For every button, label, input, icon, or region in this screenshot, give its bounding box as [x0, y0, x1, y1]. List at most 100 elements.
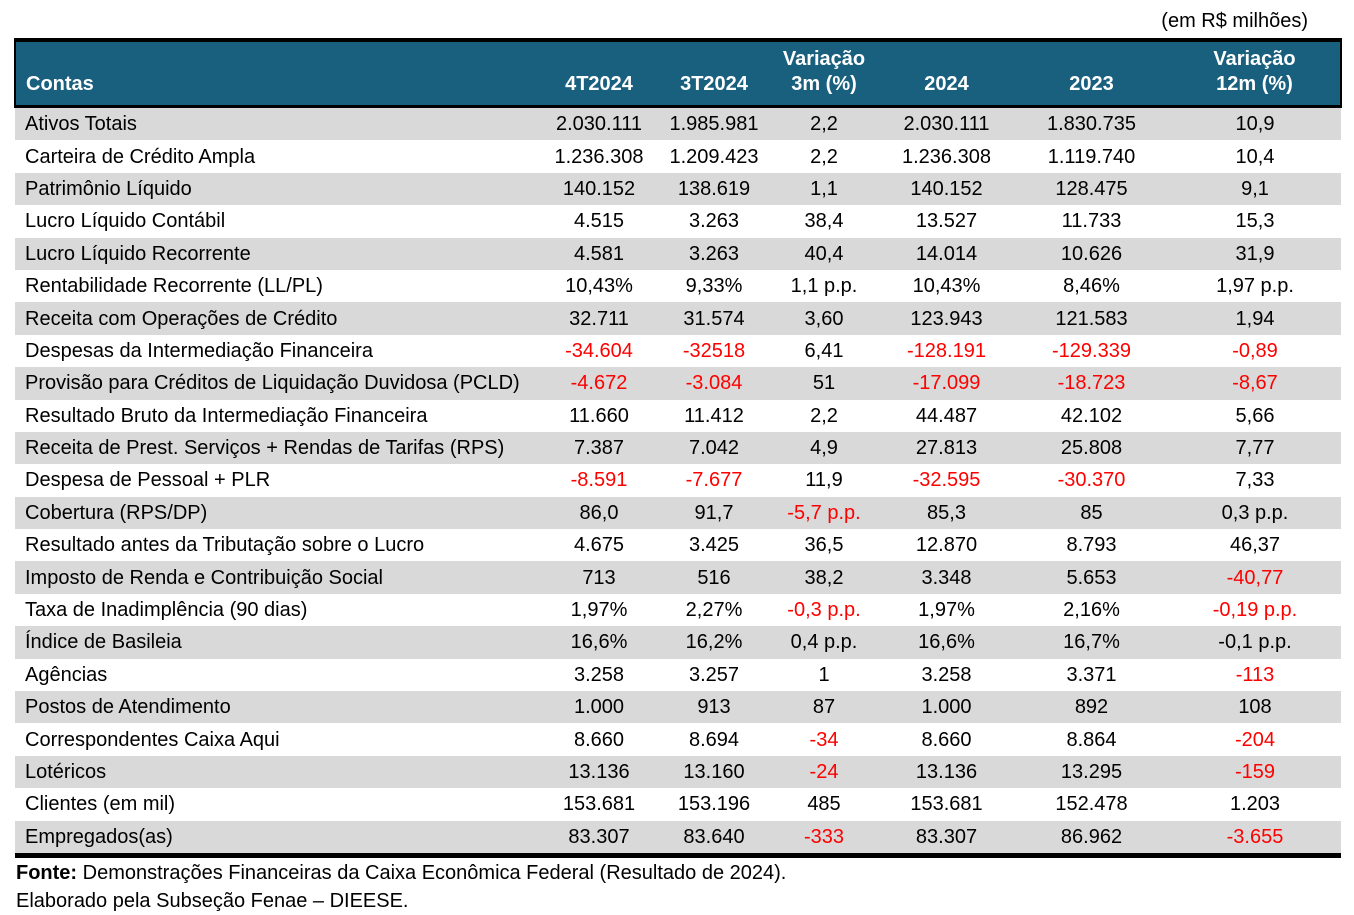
row-label: Despesa de Pessoal + PLR	[25, 469, 271, 492]
cell-variacao-12m: 1,97 p.p.	[1216, 275, 1294, 298]
cell-3t2024: -7.677	[685, 469, 743, 492]
cell-2024: -32.595	[912, 469, 981, 492]
cell-variacao-3m: -5,7 p.p.	[787, 501, 861, 524]
column-header-2023: 2023	[1014, 40, 1169, 108]
table-footer: Fonte: Demonstrações Financeiras da Caix…	[16, 859, 786, 915]
units-note: (em R$ milhões)	[1161, 10, 1308, 32]
cell-variacao-12m: 46,37	[1229, 534, 1281, 557]
cell-variacao-3m: 51	[812, 372, 836, 395]
cell-2023: 25.808	[1060, 437, 1123, 460]
cell-2023: 3.371	[1066, 663, 1117, 686]
cell-2023: 121.583	[1055, 307, 1128, 330]
cell-2023: 1.830.735	[1047, 113, 1136, 136]
cell-variacao-12m: -0,1 p.p.	[1218, 631, 1292, 654]
table-body: Ativos Totais 2.030.111 1.985.981 2,2 2.030.…	[15, 106, 1341, 856]
cell-2023: -30.370	[1057, 469, 1126, 492]
cell-2024: 3.348	[921, 566, 972, 589]
cell-variacao-12m: 10,4	[1235, 145, 1275, 168]
row-label: Resultado antes da Tributação sobre o Lu…	[25, 534, 425, 557]
row-label: Carteira de Crédito Ampla	[25, 145, 256, 168]
cell-4t2024: 4.675	[573, 534, 625, 557]
cell-4t2024: -34.604	[565, 339, 633, 362]
cell-3t2024: 913	[697, 696, 731, 719]
cell-variacao-3m: 1,1	[810, 177, 838, 200]
cell-2023: 11.733	[1061, 210, 1122, 233]
column-header-2024: 2024	[879, 40, 1014, 108]
cell-2024: 12.870	[915, 534, 978, 557]
cell-2024: 8.660	[921, 728, 972, 751]
cell-variacao-12m: 108	[1238, 696, 1272, 719]
cell-2024: 13.527	[915, 210, 978, 233]
column-header-variacao-12m: Variação 12m (%)	[1169, 40, 1342, 108]
cell-4t2024: 4.581	[573, 242, 625, 265]
cell-2024: 44.487	[915, 404, 978, 427]
cell-4t2024: 153.681	[562, 793, 636, 816]
cell-variacao-3m: 2,2	[810, 404, 838, 427]
cell-2023: 152.478	[1055, 793, 1128, 816]
table-row: Índice de Basileia 16,6% 16,2% 0,4 p.p. 16,6…	[15, 626, 1341, 659]
row-label: Postos de Atendimento	[25, 696, 231, 719]
table-row: Rentabilidade Recorrente (LL/PL) 10,43% 9,…	[15, 269, 1341, 303]
cell-2023: 2,16%	[1063, 599, 1120, 622]
cell-variacao-12m: -0,89	[1232, 339, 1278, 362]
cell-variacao-3m: 11,9	[805, 469, 843, 492]
cell-variacao-12m: 0,3 p.p.	[1221, 501, 1289, 524]
cell-variacao-3m: 1	[818, 663, 830, 686]
table-row: Carteira de Crédito Ampla 1.236.308 1.209.…	[15, 140, 1341, 173]
table-header-row: Contas 4T2024 3T2024 Variação 3m (%) 202…	[14, 40, 1342, 108]
table-row: Cobertura (RPS/DP) 86,0 91,7 -5,7 p.p. 85,3 8…	[15, 496, 1341, 530]
source-text: Demonstrações Financeiras da Caixa Econô…	[77, 862, 787, 884]
column-header-contas: Contas	[14, 40, 539, 108]
table-row: Resultado Bruto da Intermediação Finance…	[15, 399, 1341, 432]
cell-2024: 3.258	[921, 663, 972, 686]
cell-2023: 10.626	[1060, 242, 1123, 265]
cell-4t2024: 2.030.111	[555, 113, 642, 136]
cell-variacao-3m: -34	[809, 728, 839, 751]
cell-4t2024: 8.660	[573, 728, 625, 751]
cell-variacao-3m: 0,4 p.p.	[790, 631, 858, 654]
cell-variacao-3m: 6,41	[804, 339, 844, 362]
row-label: Imposto de Renda e Contribuição Social	[25, 566, 383, 589]
cell-variacao-12m: 1,94	[1235, 307, 1275, 330]
cell-2024: 153.681	[910, 793, 983, 816]
cell-4t2024: 7.387	[573, 437, 625, 460]
table-row: Resultado antes da Tributação sobre o Lu…	[15, 529, 1341, 562]
table-row: Patrimônio Líquido 140.152 138.619 1,1 140.1…	[15, 172, 1341, 206]
table-row: Postos de Atendimento 1.000 913 87 1.000 892 1…	[15, 691, 1341, 724]
table-row: Agências 3.258 3.257 1 3.258 3.371 -113	[15, 658, 1341, 692]
row-label: Taxa de Inadimplência (90 dias)	[25, 599, 308, 622]
cell-variacao-12m: -0,19 p.p.	[1212, 599, 1298, 622]
cell-variacao-12m: 1.203	[1229, 793, 1281, 816]
cell-2024: 123.943	[910, 307, 983, 330]
column-header-variacao-3m: Variação 3m (%)	[769, 40, 879, 108]
cell-variacao-12m: -159	[1234, 761, 1276, 783]
cell-2024: 27.813	[915, 437, 978, 460]
cell-3t2024: -3.084	[685, 372, 743, 395]
row-label: Correspondentes Caixa Aqui	[25, 728, 280, 751]
cell-variacao-3m: -0,3 p.p.	[787, 599, 861, 622]
cell-3t2024: 3.257	[688, 663, 740, 686]
row-label: Ativos Totais	[25, 113, 137, 136]
cell-4t2024: 11.660	[569, 404, 629, 427]
cell-2023: 8.864	[1066, 728, 1117, 751]
elaboration-line: Elaborado pela Subseção Fenae – DIEESE.	[16, 890, 409, 912]
cell-4t2024: -8.591	[570, 469, 628, 492]
table-row: Receita com Operações de Crédito 32.711 31…	[15, 302, 1341, 335]
cell-4t2024: 16,6%	[570, 631, 628, 654]
cell-3t2024: 9,33%	[685, 275, 743, 298]
cell-2024: 1,97%	[918, 599, 975, 622]
cell-3t2024: 8.694	[688, 728, 740, 751]
row-label: Lotéricos	[25, 761, 107, 783]
cell-4t2024: -4.672	[570, 372, 628, 395]
cell-2024: 85,3	[927, 501, 966, 524]
source-label: Fonte:	[16, 862, 78, 884]
row-label: Receita de Prest. Serviços + Rendas de T…	[25, 437, 505, 460]
table-row: Empregados(as) 83.307 83.640 -333 83.307 86.9…	[15, 820, 1341, 856]
cell-4t2024: 140.152	[562, 177, 636, 200]
cell-variacao-12m: 5,66	[1235, 404, 1275, 427]
cell-2023: 86.962	[1060, 825, 1123, 848]
table-row: Correspondentes Caixa Aqui 8.660 8.694 -34 8…	[15, 723, 1341, 756]
cell-3t2024: 138.619	[677, 177, 751, 200]
cell-variacao-12m: -40,77	[1226, 566, 1284, 589]
cell-2024: 2.030.111	[903, 113, 990, 136]
